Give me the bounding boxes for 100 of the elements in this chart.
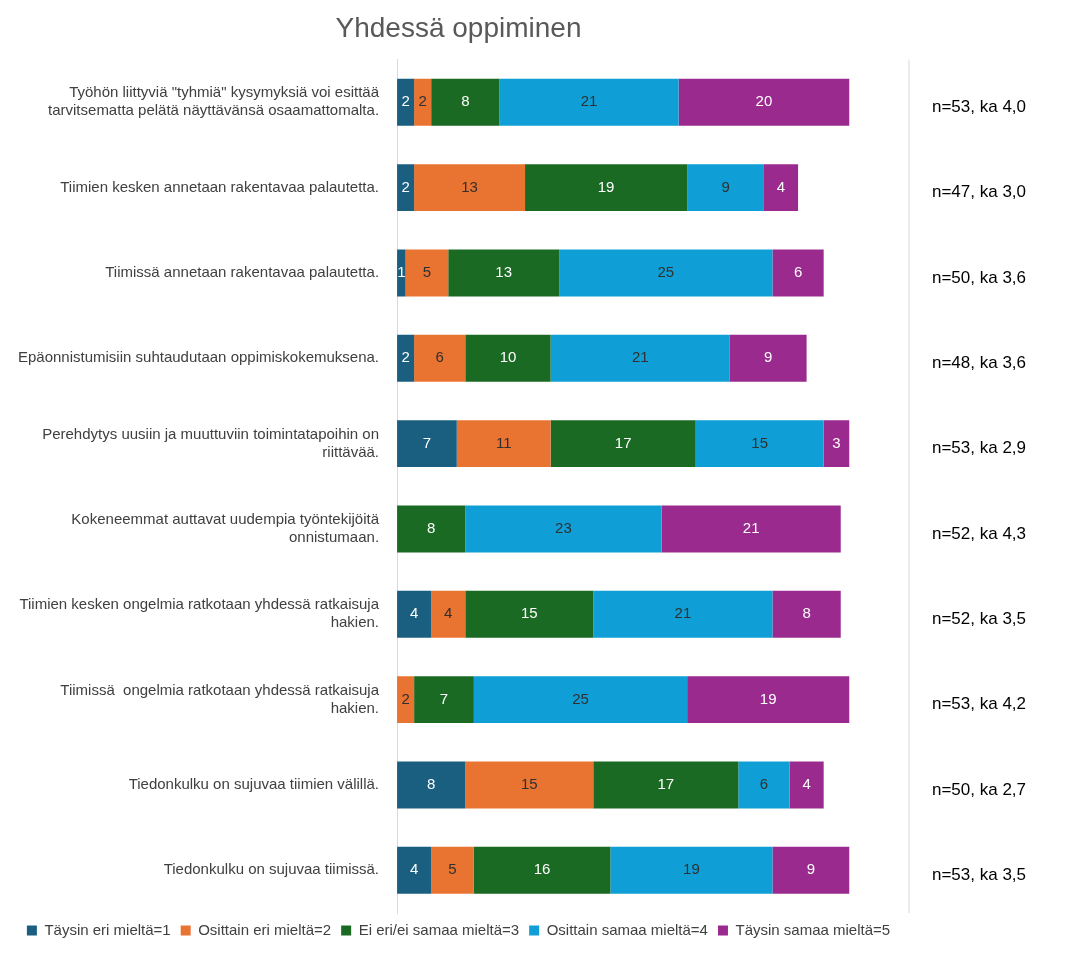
- data-label: 6: [793, 263, 803, 281]
- bar: [414, 676, 474, 724]
- data-label: 4: [409, 604, 419, 622]
- legend-label: Täysin samaa mieltä=5: [735, 920, 891, 938]
- data-label: 19: [759, 689, 777, 707]
- text: n=50, ka 3,6: [931, 267, 1027, 287]
- data-label: 7: [422, 433, 432, 451]
- bar: [772, 846, 850, 894]
- bar: [473, 846, 611, 894]
- text: n=52, ka 4,3: [931, 523, 1027, 543]
- data-label: 8: [427, 519, 436, 537]
- data-label: 7: [439, 689, 449, 707]
- data-label: 6: [435, 348, 444, 366]
- data-label: 4: [802, 775, 811, 793]
- bar: [772, 590, 841, 638]
- chart-title: Yhdessä oppiminen: [335, 11, 582, 43]
- bar: [456, 420, 551, 468]
- bar: [559, 249, 773, 297]
- data-label: 20: [755, 92, 773, 110]
- bar: [678, 78, 850, 126]
- bar: [772, 249, 824, 297]
- y-tick-label: Epäonnistumisiin suhtaudutaan oppimiskokemuksena.: [17, 348, 380, 366]
- text: n=48, ka 3,6: [931, 352, 1027, 372]
- bar: [397, 505, 466, 553]
- bar: [593, 761, 739, 809]
- data-label: 9: [806, 860, 816, 878]
- data-label: 11: [495, 433, 512, 451]
- bar: [499, 78, 679, 126]
- bar: [414, 164, 526, 212]
- data-label: 15: [751, 433, 769, 451]
- data-label: 8: [802, 604, 811, 622]
- text: n=47, ka 3,0: [931, 182, 1027, 202]
- data-label: 19: [597, 177, 615, 195]
- legend-label: Ei eri/ei samaa mieltä=3: [358, 920, 520, 938]
- text: n=53, ka 4,2: [931, 694, 1027, 714]
- data-label: 3: [832, 433, 841, 451]
- bar: [448, 249, 560, 297]
- bar: [431, 590, 466, 638]
- y-tick-label: Tiimien kesken ongelmia ratkotaan yhdessä ratkaisuja hakien.: [19, 595, 380, 631]
- legend-label: Täysin eri mieltä=1: [44, 920, 171, 938]
- data-label: 8: [461, 92, 470, 110]
- bar: [823, 420, 850, 468]
- data-label: 10: [499, 348, 517, 366]
- data-label: 5: [448, 860, 457, 878]
- bar: [610, 846, 773, 894]
- bar: [729, 334, 807, 382]
- bar: [550, 334, 730, 382]
- text: n=53, ka 4,0: [931, 96, 1027, 116]
- bar: [525, 164, 688, 212]
- y-tick-label: Tiimissä annetaan rakentavaa palautetta.: [105, 263, 380, 281]
- data-label: 2: [401, 348, 410, 366]
- data-label: 4: [444, 604, 453, 622]
- bar: [763, 164, 799, 212]
- y-tick-label: Perehdytys uusiin ja muuttuviin toimintatapoihin on riittävää.: [42, 424, 380, 460]
- y-tick-label: Tiimissä ongelmia ratkotaan yhdessä ratkaisuja hakien.: [60, 680, 380, 716]
- bar: [414, 78, 432, 126]
- y-tick-label: Tiedonkulku on sujuvaa tiimissä.: [163, 860, 380, 878]
- data-label: 9: [764, 348, 773, 366]
- bar: [397, 420, 457, 468]
- bar: [473, 676, 688, 724]
- data-label: 23: [555, 519, 572, 537]
- bar: [661, 505, 841, 553]
- data-label: 13: [495, 263, 513, 281]
- data-label: 15: [520, 604, 538, 622]
- bar: [687, 164, 764, 212]
- y-tick-label: Tiedonkulku on sujuvaa tiimien välillä.: [128, 775, 380, 793]
- bar: [593, 590, 773, 638]
- bar: [550, 420, 696, 468]
- data-label: 21: [742, 519, 760, 537]
- legend-label: Osittain eri mieltä=2: [198, 920, 332, 938]
- bar: [465, 761, 594, 809]
- data-label: 5: [422, 263, 432, 281]
- data-label: 17: [657, 775, 675, 793]
- data-label: 16: [533, 860, 551, 878]
- data-label: 4: [776, 177, 786, 195]
- text: n=50, ka 2,7: [931, 779, 1027, 799]
- data-label: 13: [461, 177, 478, 195]
- data-label: 9: [721, 177, 730, 195]
- data-label: 2: [401, 177, 410, 195]
- bar: [431, 78, 500, 126]
- y-tick-label: Työhön liittyviä "tyhmiä" kysymyksiä voi esittää tarvitsematta pelätä näyttävänsä osaamattomalta.: [48, 83, 380, 119]
- bar: [414, 334, 466, 382]
- bar: [465, 334, 551, 382]
- data-label: 21: [674, 604, 692, 622]
- bar: [465, 590, 594, 638]
- data-label: 15: [520, 775, 538, 793]
- data-label: 2: [401, 92, 410, 110]
- bar: [397, 590, 432, 638]
- bar: [789, 761, 824, 809]
- data-label: 4: [409, 860, 419, 878]
- bar: [431, 846, 474, 894]
- bar: [738, 761, 790, 809]
- data-label: 21: [580, 92, 598, 110]
- data-label: 2: [401, 689, 410, 707]
- bar: [397, 761, 466, 809]
- text: n=53, ka 2,9: [931, 438, 1027, 458]
- data-label: 6: [759, 775, 769, 793]
- text: n=53, ka 3,5: [931, 865, 1027, 885]
- data-label: 8: [427, 775, 436, 793]
- bar: [695, 420, 824, 468]
